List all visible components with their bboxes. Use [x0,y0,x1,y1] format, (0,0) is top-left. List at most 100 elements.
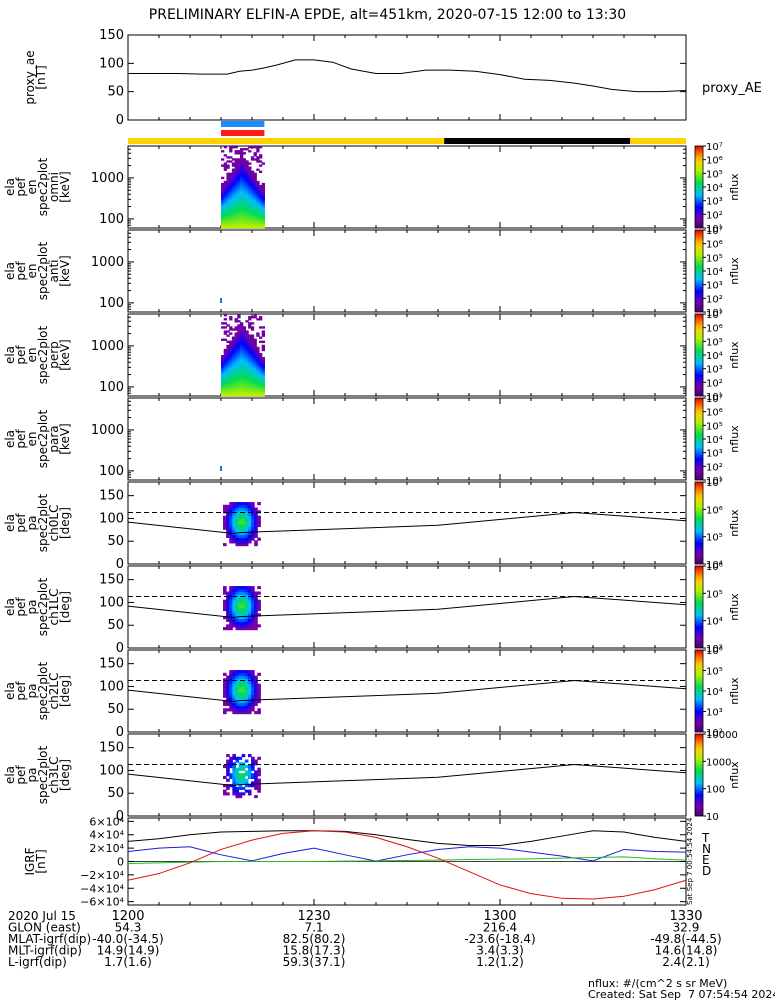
spectrogram-cell [231,146,236,149]
spectrogram-cell [237,184,241,188]
spectrogram-cell [248,355,252,358]
spectrogram-cell [237,371,241,374]
spectrogram-cell [237,377,241,380]
spectrogram-cell [239,389,244,393]
y-axis-label: pa [25,684,39,699]
spectrogram-cell [229,223,233,227]
spectrogram-cell [234,187,238,190]
spectrogram-cell [244,605,249,609]
spectrogram-cell [245,371,249,374]
colorbar-tick-label: 10000 [706,730,738,741]
spectrogram-cell [237,203,241,206]
spectrogram-cell [234,223,238,227]
spectrogram-cell [241,526,246,530]
spectrogram-cell [239,225,244,229]
spectrogram-cell [223,507,227,511]
spectrogram-cell [229,670,233,674]
spectrogram-cell [226,189,230,192]
spectrogram-cell [226,504,230,508]
spectrogram-cell [226,616,230,620]
spectrogram-cell [237,195,241,198]
spectrogram-cell [237,359,241,362]
spectrogram-cell [238,532,243,536]
spectrogram-cell [234,355,238,358]
spectrogram-cell [245,383,249,387]
y-axis-label: [deg] [58,507,72,539]
spectrogram-cell [223,211,228,214]
spectrogram-cell [247,504,252,508]
spectrogram-cell [241,543,246,547]
spectrogram-cell [238,781,243,785]
spectrogram-cell [237,336,241,339]
colorbar-anti [694,229,704,313]
spectrogram-cell [237,180,241,184]
spectrogram-cell [229,182,233,186]
spectrogram-cell [247,708,252,712]
spectrogram-cell [253,174,257,178]
spectrogram-cell [226,759,230,763]
colorbar-tick-label: 10⁶ [706,240,723,251]
spectrogram-cell [223,518,227,522]
spectrogram-cell [239,199,244,202]
y-axis-label: [keV] [58,423,72,454]
spectrogram-cell [258,170,263,173]
spectrogram-cell [229,189,233,192]
spectrogram-cell [251,784,255,788]
spectrogram-cell [238,621,243,625]
spectrogram-cell [250,207,255,210]
spectrogram-cell [245,195,249,198]
spectrogram-cell [242,199,247,202]
spectrogram-cell [258,381,263,384]
spectrogram-cell [256,385,260,389]
ephemeris-value: 82.5(80.2) [283,932,346,946]
spectrogram-cell [231,215,236,219]
spectrogram-cell [253,314,257,317]
spectrogram-cell [254,591,258,595]
spectrogram-cell [250,375,255,378]
colorbar-tick-label: 10⁶ [706,324,723,335]
spectrogram-cell [223,330,228,333]
spectrogram-cell [251,680,255,685]
spectrogram-cell [254,529,258,533]
spectrogram-cell [223,223,228,227]
spectrogram-cell [242,158,247,161]
spectrogram-cell [223,184,228,188]
spectrogram-cell [244,537,249,541]
spectrogram-cell [226,205,230,208]
spectrogram-cell [242,203,247,206]
spectrogram-cell [256,348,260,352]
spectrogram-cell [226,792,230,796]
spectrogram-cell [237,385,241,389]
spectrogram-cell [257,711,261,715]
spectrogram-cell [242,209,247,212]
spectrogram-cell [256,184,260,188]
spectrogram-cell [245,359,249,362]
spectrogram-cell [247,518,252,522]
spectrogram-cell [235,689,240,693]
spectrogram-cell [248,180,252,184]
spectrogram-cell [245,203,249,206]
spectrogram-cell [237,189,241,192]
spectrogram-cell [235,683,240,687]
spectrogram-cell [223,383,228,387]
spectrogram-cell [237,158,241,161]
spectrogram-cell [239,375,244,378]
spectrogram-cell [261,387,265,391]
spectrogram-cell [234,363,238,366]
spectrogram-cell [239,180,244,184]
spectrogram-cell [247,767,252,771]
spectrogram-cell [251,537,255,541]
spectrogram-cell [253,178,257,182]
spectrogram-cell [245,363,249,366]
colorbar-label: nflux [728,677,741,705]
spectrogram-cell [242,207,247,210]
spectrogram-cell [238,773,243,777]
spectrogram-cell [239,350,244,354]
spectrogram-cell [237,350,241,354]
spectrogram-cell [261,334,265,337]
spectrogram-cell [223,205,228,208]
footer-created: Created: Sat Sep 7 07:54:54 2024 [588,988,775,1001]
spectrogram-cell [242,201,247,204]
spectrogram-cell [238,534,243,538]
spectrogram-cell [245,361,249,364]
